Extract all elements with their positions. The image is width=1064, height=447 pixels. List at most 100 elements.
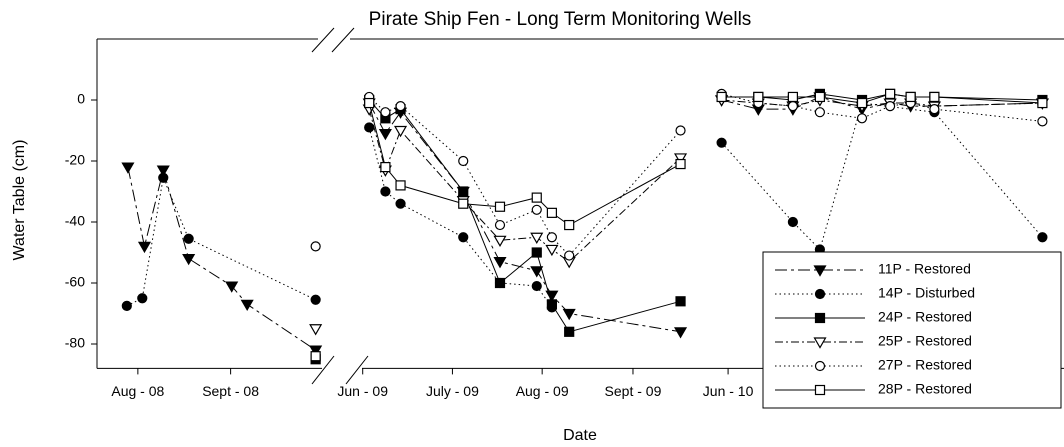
legend-label: 11P - Restored	[878, 261, 971, 277]
marker	[787, 91, 798, 103]
marker	[530, 266, 544, 278]
x-tick-label: Sept - 09	[605, 383, 662, 399]
marker	[814, 107, 825, 118]
marker	[546, 299, 557, 310]
marker	[310, 351, 321, 362]
marker	[395, 198, 406, 209]
x-axis-title: Date	[563, 427, 597, 444]
marker	[856, 113, 868, 124]
marker	[395, 180, 406, 191]
marker	[137, 293, 148, 304]
marker	[225, 281, 239, 293]
x-tick-label: Aug - 08	[111, 383, 164, 399]
x-tick-label: Aug - 09	[516, 383, 569, 399]
marker	[458, 155, 469, 167]
chart-title: Pirate Ship Fen - Long Term Monitoring W…	[369, 9, 752, 30]
y-tick-label: -80	[65, 335, 85, 351]
marker	[156, 165, 170, 177]
marker	[364, 122, 375, 133]
marker	[787, 100, 798, 112]
marker	[545, 244, 559, 257]
legend-label: 27P - Restored	[878, 357, 972, 373]
marker	[494, 201, 506, 212]
marker	[494, 277, 506, 289]
legend-label: 24P - Restored	[878, 309, 972, 325]
marker	[380, 186, 391, 197]
legend: 11P - Restored 14P - Disturbed 24P - Resto…	[762, 251, 1062, 409]
marker	[309, 345, 323, 357]
marker	[929, 91, 940, 103]
marker	[546, 207, 557, 218]
marker	[813, 337, 827, 349]
marker	[1037, 97, 1048, 109]
series-line	[368, 93, 1043, 257]
marker	[814, 288, 826, 300]
marker	[885, 88, 896, 100]
x-tick-label: Sept - 08	[202, 383, 259, 399]
marker	[458, 198, 469, 209]
marker	[158, 172, 169, 183]
marker	[674, 153, 688, 165]
marker	[675, 158, 686, 170]
y-axis-title: Water Table (cm)	[11, 140, 28, 261]
x-tick-label: July - 09	[426, 383, 479, 399]
marker	[531, 247, 542, 258]
marker	[310, 294, 321, 305]
legend-label: 14P - Disturbed	[878, 285, 975, 301]
legend-label: 25P - Restored	[878, 333, 972, 349]
marker	[458, 232, 469, 243]
marker	[531, 204, 542, 215]
marker	[121, 300, 132, 311]
marker	[546, 232, 557, 243]
marker	[564, 250, 575, 261]
marker	[814, 312, 826, 324]
marker	[458, 186, 469, 197]
marker	[493, 257, 507, 269]
marker	[531, 280, 542, 292]
marker	[564, 326, 575, 337]
marker	[905, 91, 916, 103]
marker	[182, 254, 196, 266]
marker	[395, 100, 406, 112]
legend-box	[762, 251, 1062, 409]
marker	[856, 97, 868, 109]
marker	[309, 324, 323, 336]
marker	[394, 125, 408, 138]
marker	[813, 265, 827, 277]
y-tick-label: -40	[65, 213, 85, 229]
marker	[183, 233, 194, 244]
y-tick-label: -20	[65, 152, 85, 168]
marker	[1037, 116, 1048, 127]
marker	[310, 241, 321, 252]
marker	[1037, 232, 1048, 243]
marker	[562, 308, 576, 321]
marker	[380, 162, 391, 173]
marker	[929, 104, 940, 115]
marker	[493, 235, 507, 247]
y-tick-label: 0	[77, 91, 85, 107]
marker	[378, 128, 392, 141]
marker	[716, 137, 727, 148]
marker	[885, 100, 896, 112]
marker	[814, 360, 826, 372]
x-tick-label: Jun - 09	[337, 383, 388, 399]
series-line	[368, 99, 1043, 263]
marker	[364, 97, 375, 109]
marker	[564, 219, 575, 231]
marker	[675, 296, 686, 307]
y-tick-label: -60	[65, 274, 85, 290]
marker	[240, 299, 254, 312]
x-tick-label: Jun - 10	[703, 383, 754, 399]
marker	[530, 232, 544, 244]
legend-label: 28P - Restored	[878, 381, 972, 397]
marker	[814, 384, 826, 396]
marker	[716, 91, 727, 103]
marker	[380, 107, 391, 118]
marker	[137, 241, 152, 254]
marker	[675, 125, 686, 136]
marker	[494, 219, 506, 231]
marker	[121, 162, 135, 174]
marker	[787, 216, 798, 228]
marker	[753, 91, 764, 103]
